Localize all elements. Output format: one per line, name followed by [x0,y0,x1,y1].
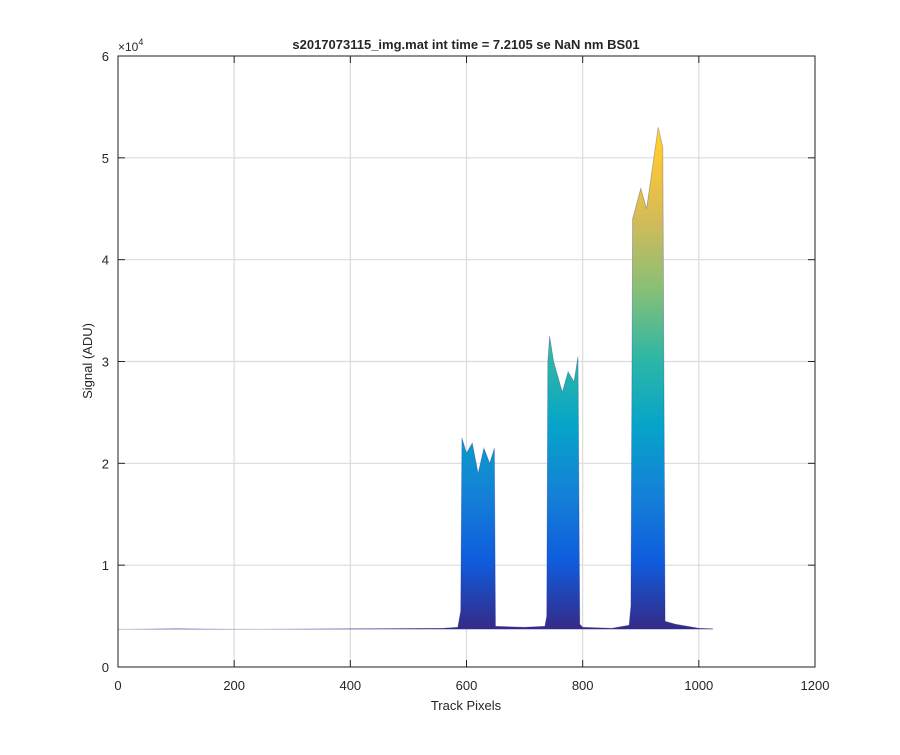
signal-line-0 [117,127,713,630]
x-tick-label: 1200 [801,678,830,693]
y-tick-label: 1 [102,558,109,573]
y-tick-label: 5 [102,151,109,166]
x-tick-label: 0 [114,678,121,693]
x-tick-label: 400 [339,678,361,693]
y-tick-label: 4 [102,253,109,268]
x-tick-label: 600 [456,678,478,693]
x-axis-ticks: 0 200 400 600 800 1000 1200 [114,56,829,693]
x-tick-label: 1000 [684,678,713,693]
y-tick-label: 3 [102,355,109,370]
x-axis-label: Track Pixels [431,698,502,713]
y-axis-ticks: 0 1 2 3 4 5 6 [102,49,815,675]
chart-title: s2017073115_img.mat int time = 7.2105 se… [292,37,639,52]
y-axis-multiplier: ×104 [118,37,143,54]
x-tick-label: 800 [572,678,594,693]
signal-area-0 [118,127,713,630]
x-tick-label: 200 [223,678,245,693]
y-tick-label: 2 [102,456,109,471]
data-area [117,127,713,630]
y-tick-label: 0 [102,660,109,675]
y-axis-label: Signal (ADU) [80,323,95,399]
y-tick-label: 6 [102,49,109,64]
